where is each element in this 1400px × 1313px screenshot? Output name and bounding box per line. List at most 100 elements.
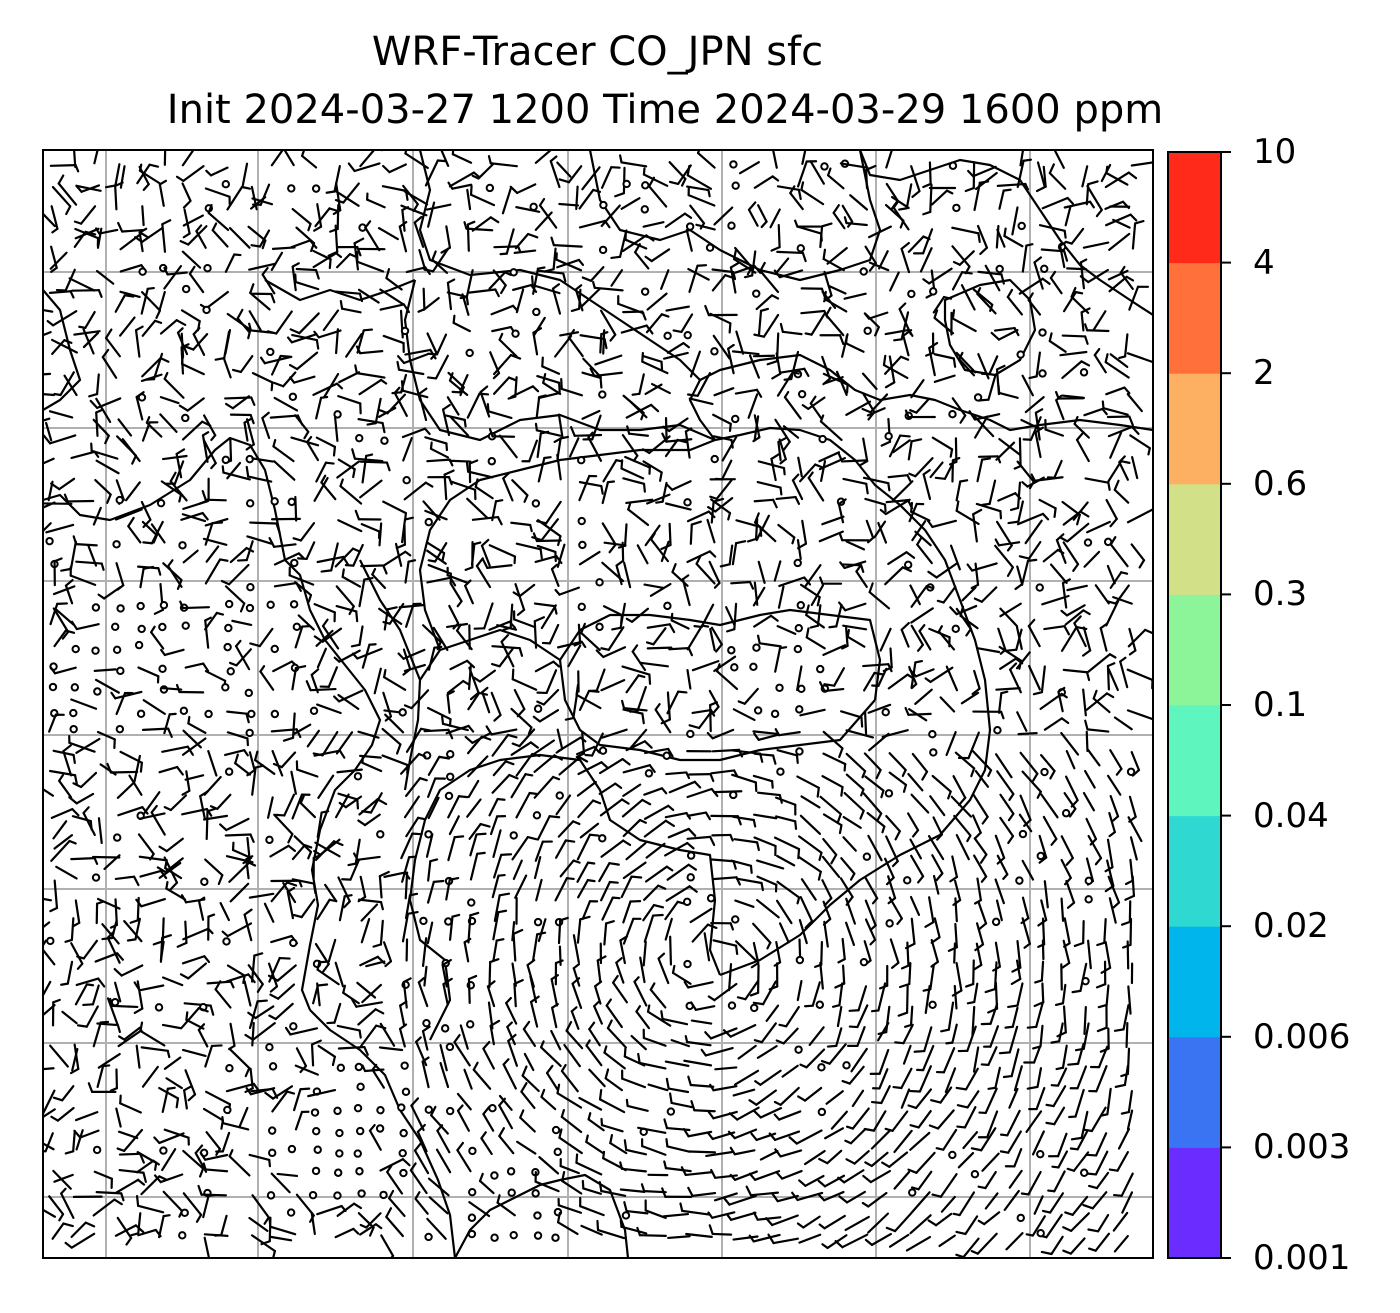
wind-barb-flag [181,789,191,796]
wind-barb-flag [368,1226,375,1237]
calm-wind-circle [266,347,275,357]
wind-barb-staff [71,1047,79,1072]
wind-barb-staff [689,204,706,225]
wind-barb-flag [496,1194,501,1204]
wind-barb-staff [552,243,583,248]
wind-barb-flag [229,980,235,989]
wind-barb-staff [642,940,647,967]
wind-barb-flag [482,1040,491,1050]
wind-barb-staff [709,627,716,652]
wind-barb-staff [891,1110,909,1132]
calm-wind-circle [115,724,125,734]
wind-barb-flag [72,535,78,546]
wind-barb-flag [687,1075,692,1087]
wind-barb-staff [334,190,360,207]
wind-barb-staff [623,523,628,547]
calm-wind-circle [532,307,541,317]
calm-wind-circle [641,181,650,190]
wind-barb-flag [524,773,534,777]
wind-barb-staff [843,1169,865,1184]
wind-barb-flag [272,762,283,769]
calm-wind-circle [136,709,146,718]
calm-wind-circle [311,184,321,193]
wind-barb-staff [114,163,121,187]
wind-barb-staff [199,795,206,820]
wind-barb-staff [1009,668,1022,694]
wind-barb-staff [383,550,407,567]
wind-barb-flag [163,266,169,276]
wind-barb-staff [646,646,673,650]
wind-barb-staff [511,962,517,987]
wind-barb-staff [542,688,560,706]
wind-barb-flag [254,750,259,762]
wind-barb-staff [466,392,481,419]
wind-barb-staff [733,1149,756,1156]
wind-barb-flag [1087,1172,1098,1176]
wind-barb-staff [118,1152,142,1156]
wind-barb-staff [202,1194,210,1219]
wind-barb-staff [670,1101,693,1109]
wind-barb-staff [116,1216,133,1240]
wind-barb-staff [1016,940,1022,969]
wind-barb-staff [184,774,205,781]
wind-barb-flag [788,1136,798,1145]
wind-barb-flag [516,608,526,616]
wind-barb-staff [489,162,518,168]
wind-barb-flag [1059,240,1068,247]
wind-barb-staff [135,1159,155,1174]
wind-barb-staff [910,165,921,193]
calm-wind-circle [705,243,715,252]
wind-barb-flag [473,541,482,546]
coastline-segment [359,559,422,791]
wind-barb-flag [1055,394,1063,402]
wind-barb-flag [386,1164,393,1174]
wind-barb-staff [955,834,970,861]
wind-barb-staff [205,1131,221,1151]
coastline-segment [418,438,716,651]
wind-barb-flag [201,420,212,427]
wind-barb-staff [316,203,323,228]
wind-barb-flag [1062,1226,1073,1232]
wind-barb-staff [1053,459,1063,479]
wind-barb-staff [49,251,68,270]
calm-wind-circle [48,682,58,692]
wind-barb-staff [620,324,648,334]
wind-barb-flag [473,676,482,683]
wind-barb-flag [245,712,250,724]
wind-barb-staff [853,1150,870,1165]
calm-wind-circle [815,1000,825,1009]
wind-barb-staff [426,332,438,355]
wind-barb-flag [118,1035,126,1041]
wind-barb-flag [24,420,28,425]
wind-barb-staff [205,545,220,563]
calm-wind-circle [948,1150,957,1160]
wind-barb-staff [515,752,534,777]
wind-barb-flag [320,569,333,573]
wind-barb-flag [1106,662,1116,668]
wind-barb-staff [1016,982,1024,1007]
wind-barb-flag [1105,692,1115,699]
wind-barb-flag [334,198,345,204]
wind-barb-flag [904,409,910,419]
wind-barb-staff [53,834,74,850]
wind-barb-flag [800,181,805,191]
wind-barb-flag [1024,182,1030,191]
wind-barb-staff [644,1209,667,1220]
wind-barb-staff [638,373,645,395]
wind-barb-staff [442,983,449,1006]
wind-barb-staff [225,1082,255,1093]
wind-barb-staff [615,961,625,984]
wind-barb-flag [328,898,338,903]
wind-barb-flag [671,964,676,974]
wind-barb-flag [1032,691,1044,696]
wind-barb-flag [715,663,721,673]
wind-barb-flag [234,753,239,765]
wind-barb-flag [1073,415,1079,426]
wind-barb-flag [351,547,360,553]
wind-barb-staff [593,286,624,292]
wind-barb-staff [1074,1088,1085,1118]
wind-barb-staff [138,231,144,253]
wind-barb-staff [756,480,782,489]
wind-barb-staff [204,558,222,585]
wind-barb-flag [528,791,538,795]
